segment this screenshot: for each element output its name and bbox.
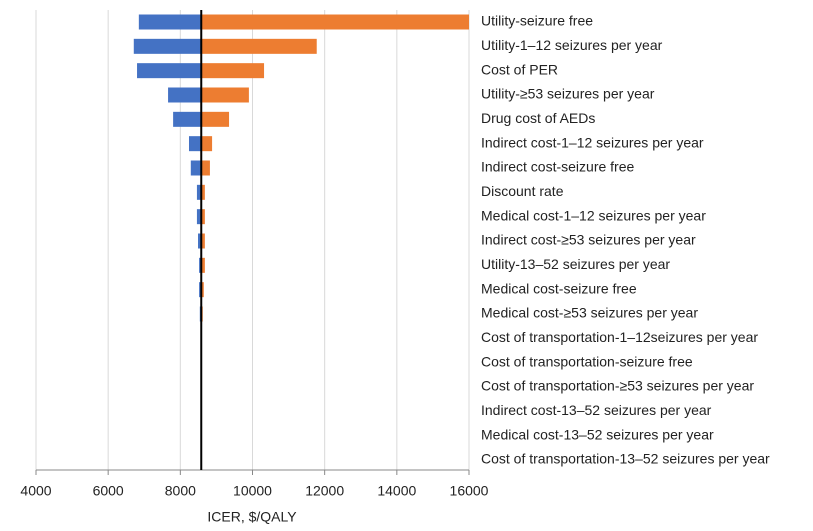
bar <box>201 112 229 127</box>
x-axis-label: ICER, $/QALY <box>207 509 297 525</box>
category-label: Medical cost-1–12 seizures per year <box>481 207 706 223</box>
bar <box>201 39 316 54</box>
category-label: Medical cost-≥53 seizures per year <box>481 305 698 321</box>
category-label: Indirect cost-seizure free <box>481 159 634 175</box>
category-label: Cost of transportation-13–52 seizures pe… <box>481 451 770 467</box>
x-tick-label: 12000 <box>305 483 344 499</box>
category-label: Medical cost-13–52 seizures per year <box>481 426 714 442</box>
category-label: Drug cost of AEDs <box>481 110 595 126</box>
category-label: Utility-1–12 seizures per year <box>481 37 663 53</box>
category-label: Cost of transportation-seizure free <box>481 353 693 369</box>
x-tick-label: 14000 <box>377 483 416 499</box>
bar <box>201 136 212 151</box>
category-label: Cost of transportation-1–12seizures per … <box>481 329 758 345</box>
x-tick-label: 16000 <box>450 483 489 499</box>
bar <box>168 88 201 103</box>
bar <box>191 161 201 176</box>
category-label: Cost of PER <box>481 61 558 77</box>
bar <box>137 63 201 78</box>
category-label: Indirect cost-≥53 seizures per year <box>481 232 696 248</box>
bar <box>201 88 249 103</box>
category-label: Discount rate <box>481 183 564 199</box>
category-label: Utility-seizure free <box>481 13 593 29</box>
category-label: Utility-≥53 seizures per year <box>481 86 655 102</box>
bar <box>201 161 210 176</box>
category-label: Medical cost-seizure free <box>481 280 637 296</box>
x-tick-label: 6000 <box>93 483 124 499</box>
category-label: Indirect cost-13–52 seizures per year <box>481 402 712 418</box>
bar <box>134 39 201 54</box>
x-tick-label: 4000 <box>20 483 51 499</box>
category-label: Utility-13–52 seizures per year <box>481 256 670 272</box>
bar <box>173 112 201 127</box>
category-label: Cost of transportation-≥53 seizures per … <box>481 378 754 394</box>
bar <box>189 136 201 151</box>
bar <box>201 15 469 30</box>
category-label: Indirect cost-1–12 seizures per year <box>481 134 704 150</box>
bar <box>201 63 264 78</box>
x-tick-label: 10000 <box>233 483 272 499</box>
bar <box>139 15 201 30</box>
x-tick-label: 8000 <box>165 483 196 499</box>
